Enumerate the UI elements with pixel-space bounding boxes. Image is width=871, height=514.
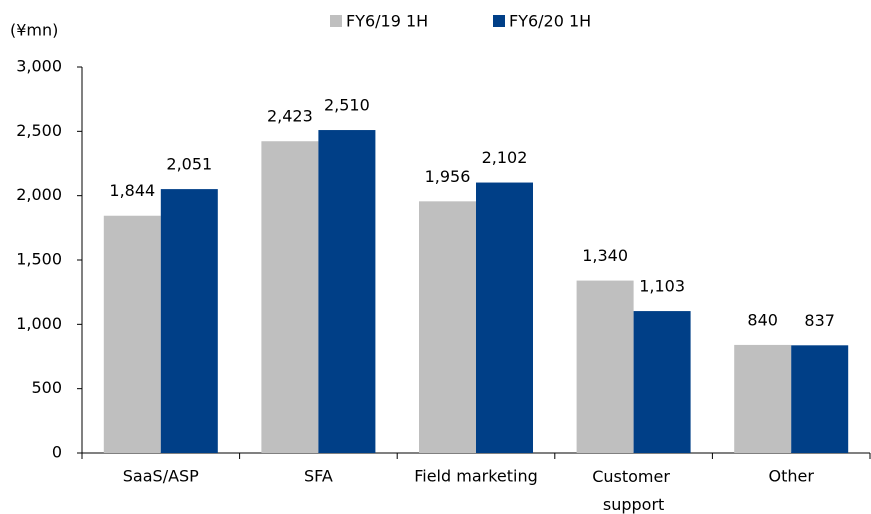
x-tick-label: Other (768, 467, 814, 486)
bar (633, 311, 691, 453)
bar (576, 280, 634, 453)
legend-swatch (330, 15, 342, 27)
x-tick-label: Customer support (592, 467, 675, 514)
y-tick-label: 3,000 (16, 57, 62, 76)
legend-label: FY6/19 1H (346, 12, 428, 31)
bar (261, 141, 319, 453)
y-tick-label: 500 (31, 378, 62, 397)
value-label: 1,844 (109, 181, 155, 200)
value-label: 837 (804, 311, 835, 330)
value-label: 2,510 (324, 96, 370, 115)
value-label: 2,051 (166, 155, 212, 174)
bar (419, 201, 476, 453)
value-label: 1,340 (582, 246, 628, 265)
y-tick-label: 2,500 (16, 121, 62, 140)
bar (160, 189, 218, 453)
value-label: 1,956 (425, 167, 471, 186)
value-label: 1,103 (639, 277, 685, 296)
unit-label: (¥mn) (10, 21, 58, 40)
value-label: 2,423 (267, 107, 313, 126)
y-tick-label: 0 (52, 443, 62, 462)
bar (103, 215, 161, 453)
legend-label: FY6/20 1H (509, 12, 591, 31)
y-tick-label: 1,500 (16, 250, 62, 269)
bar (791, 345, 849, 453)
y-tick-label: 2,000 (16, 185, 62, 204)
value-label: 2,102 (482, 148, 528, 167)
x-tick-label: SFA (304, 467, 333, 486)
bar (476, 182, 533, 453)
value-label: 840 (747, 310, 778, 329)
bar (318, 130, 376, 453)
legend-swatch (493, 15, 505, 27)
x-tick-label: Field marketing (414, 467, 538, 486)
bar (734, 344, 792, 453)
y-tick-label: 1,000 (16, 314, 62, 333)
x-tick-label: SaaS/ASP (123, 467, 199, 486)
